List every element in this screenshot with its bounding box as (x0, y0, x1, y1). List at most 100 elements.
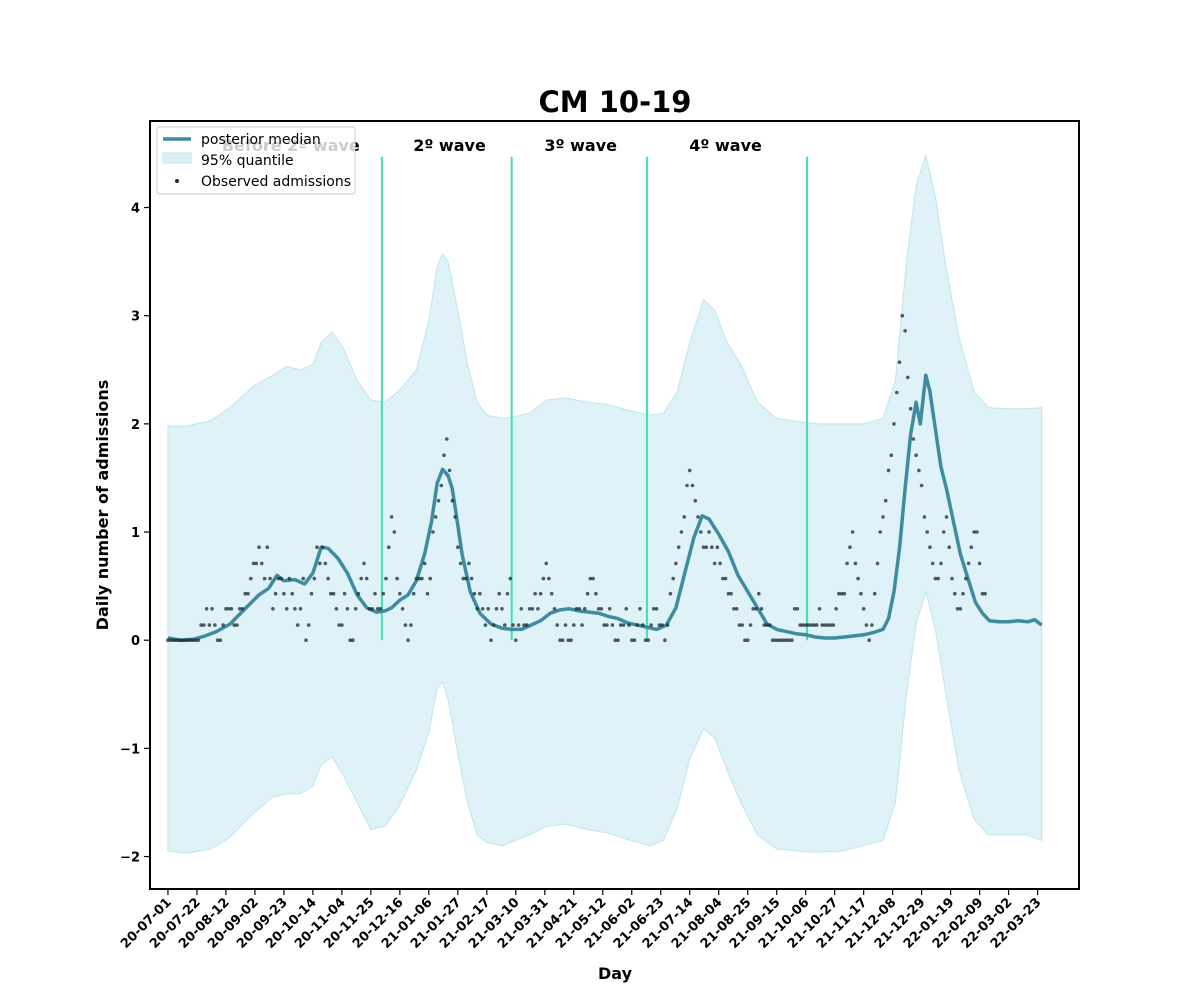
observed-point (660, 623, 664, 627)
observed-point (737, 623, 742, 627)
observed-point (787, 638, 791, 642)
observed-point (497, 591, 502, 596)
observed-point (980, 591, 985, 596)
observed-point (903, 329, 907, 333)
observed-point (312, 576, 317, 581)
observed-point (569, 638, 573, 642)
observed-point (458, 561, 463, 566)
observed-point (409, 623, 413, 627)
observed-point (792, 607, 797, 611)
observed-point (687, 468, 692, 473)
observed-point (356, 591, 361, 596)
observed-point (602, 623, 606, 627)
observed-point (326, 576, 330, 581)
observed-point (685, 483, 689, 488)
observed-point (897, 360, 902, 365)
observed-point (613, 638, 617, 642)
observed-point (964, 576, 968, 581)
y-axis-label: Daily number of admissions (93, 380, 112, 631)
observed-point (348, 638, 353, 642)
observed-point (596, 607, 601, 611)
observed-point (966, 561, 971, 566)
observed-point (403, 623, 408, 627)
observed-point (519, 607, 524, 611)
observed-point (204, 607, 209, 611)
observed-point (196, 638, 201, 642)
observed-point (618, 623, 623, 627)
legend-box (156, 126, 356, 195)
observed-point (387, 545, 391, 549)
y-tick-label: 4 (131, 202, 140, 217)
observed-point (467, 561, 471, 566)
observed-point (925, 530, 929, 534)
observed-point (674, 561, 678, 566)
observed-point (417, 576, 422, 581)
observed-point (831, 623, 836, 627)
observed-point (331, 591, 336, 596)
observed-point (514, 638, 518, 642)
observed-point (889, 453, 894, 458)
observed-point (892, 422, 896, 426)
observed-point (384, 576, 388, 581)
observed-point (334, 607, 339, 611)
observed-point (820, 623, 824, 627)
observed-point (224, 607, 228, 611)
observed-point (420, 576, 424, 581)
observed-point (364, 576, 369, 581)
observed-point (469, 576, 474, 581)
observed-point (318, 561, 322, 566)
observed-point (710, 545, 714, 549)
y-tick-label: −1 (120, 742, 140, 757)
observed-point (276, 576, 281, 581)
observed-point (287, 576, 292, 581)
observed-point (652, 607, 656, 611)
wave-label: 2º wave (413, 136, 486, 155)
observed-point (712, 561, 717, 566)
y-tick-label: 1 (131, 526, 140, 541)
observed-point (342, 591, 347, 596)
observed-point (494, 607, 499, 611)
observed-point (340, 623, 344, 627)
observed-point (919, 483, 924, 488)
observed-point (478, 591, 482, 596)
observed-point (508, 576, 513, 581)
observed-point (975, 530, 979, 534)
observed-point (265, 545, 270, 549)
observed-point (936, 576, 940, 581)
observed-point (740, 623, 744, 627)
observed-point (654, 607, 659, 611)
observed-point (649, 623, 653, 627)
observed-point (743, 638, 747, 642)
observed-point (867, 638, 871, 642)
observed-point (823, 623, 827, 627)
observed-point (665, 623, 670, 627)
observed-point (240, 607, 245, 611)
observed-point (431, 530, 435, 534)
chart-title: CM 10-19 (539, 85, 692, 119)
observed-point (445, 437, 449, 441)
observed-point (734, 607, 739, 611)
observed-point (779, 638, 783, 642)
observed-point (282, 591, 286, 596)
observed-point (489, 638, 493, 642)
observed-point (525, 623, 529, 627)
observed-point (881, 515, 885, 519)
observed-point (707, 530, 711, 534)
observed-point (439, 483, 444, 488)
observed-point (279, 576, 283, 581)
observed-point (560, 638, 565, 642)
observed-point (249, 576, 253, 581)
y-tick-label: −2 (120, 851, 140, 866)
observed-point (257, 545, 261, 549)
observed-point (536, 607, 540, 611)
observed-point (215, 638, 220, 642)
observed-point (732, 607, 736, 611)
observed-point (784, 638, 789, 642)
observed-point (337, 623, 341, 627)
observed-point (630, 638, 634, 642)
observed-point (900, 313, 905, 318)
observed-point (572, 623, 576, 627)
observed-point (676, 545, 681, 549)
observed-point (842, 591, 847, 596)
legend-entry: Observed admissions (201, 174, 351, 190)
